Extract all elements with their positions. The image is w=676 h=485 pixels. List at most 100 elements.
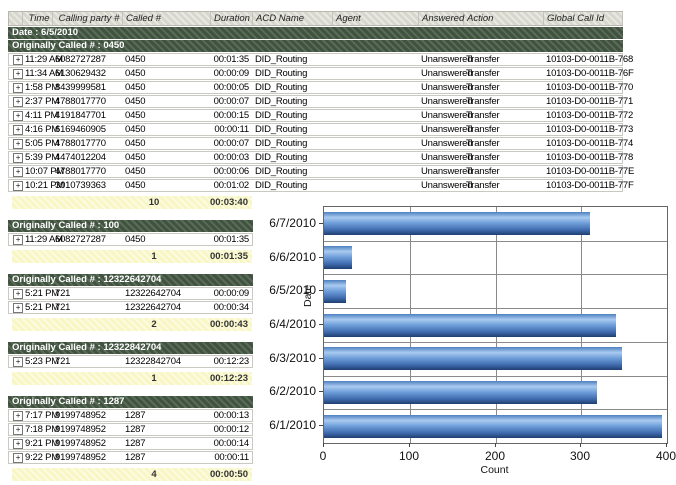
expand-row-icon[interactable]: + (13, 439, 23, 449)
bar (324, 381, 597, 404)
group-summary-row: 1 00:12:23 (12, 372, 252, 385)
group-summary-row: 4 00:00:50 (12, 468, 252, 481)
yaxis-tick-label: 6/1/2010 (269, 418, 316, 432)
duration-cell: 00:00:09 (213, 288, 250, 299)
calling-cell: 9199748952 (55, 424, 106, 435)
acd-cell: DID_Routing (255, 166, 308, 177)
xaxis-tick-label: 200 (484, 449, 506, 463)
yaxis-tick (319, 223, 323, 224)
expand-row-icon[interactable]: + (13, 167, 23, 177)
column-header-global-call-id: Global Call Id (544, 12, 623, 25)
duration-cell: 00:01:35 (213, 54, 250, 65)
called-cell: 0450 (125, 138, 146, 149)
table-row: +11:29 AM 6082727287 0450 00:01:35 DID_Routi… (8, 53, 634, 66)
expand-row-icon[interactable]: + (13, 411, 23, 421)
answered-cell: Unanswered (421, 54, 473, 65)
summary-count: 1 (151, 373, 157, 384)
expand-row-icon[interactable]: + (13, 111, 23, 121)
expand-cell: + (9, 180, 23, 191)
bar (324, 246, 352, 269)
bar (324, 415, 662, 438)
action-cell: Transfer (466, 54, 500, 65)
bar (324, 212, 590, 235)
called-cell: 0450 (125, 234, 146, 245)
summary-total-duration: 00:01:35 (209, 251, 248, 262)
table-row: +11:34 AM 6130629432 0450 00:00:09 DID_Routi… (8, 67, 634, 80)
expand-row-icon[interactable]: + (13, 83, 23, 93)
xaxis-tick-label: 100 (398, 449, 420, 463)
global-id-cell: 10103-D0-0011B-768 (546, 54, 634, 65)
expand-cell: + (9, 452, 23, 463)
answered-cell: Unanswered (421, 110, 473, 121)
expand-row-icon[interactable]: + (13, 235, 23, 245)
call-report: Time Calling party # Called # Duration ACD N… (8, 11, 634, 485)
expand-row-icon[interactable]: + (13, 55, 23, 65)
column-header-time: Time (23, 12, 53, 25)
calling-cell: 6130629432 (55, 68, 106, 79)
report-section: Originally Called # : 100 +11:29 AM 608272… (8, 220, 253, 263)
time-cell: 7:18 PM (25, 424, 59, 435)
table-row: +1:58 PM 8439999581 0450 00:00:05 DID_Routin… (8, 81, 633, 94)
time-cell: 9:21 PM (25, 438, 59, 449)
expand-row-icon[interactable]: + (13, 453, 23, 463)
duration-cell: 00:00:03 (213, 152, 250, 163)
xaxis-tick-label: 300 (569, 449, 591, 463)
gridline-horizontal (324, 376, 667, 377)
acd-cell: DID_Routing (255, 152, 308, 163)
action-cell: Transfer (466, 82, 500, 93)
duration-cell: 00:00:14 (213, 438, 250, 449)
called-cell: 0450 (125, 96, 146, 107)
group-summary-row: 2 00:00:43 (12, 318, 252, 331)
table-row: +9:22 PM 9199748952 1287 00:00:11 (8, 451, 253, 464)
called-cell: 12322842704 (125, 356, 181, 367)
answered-cell: Unanswered (421, 138, 473, 149)
yaxis-tick (319, 425, 323, 426)
called-cell: 0450 (125, 54, 146, 65)
summary-total-duration: 00:00:50 (209, 469, 248, 480)
expand-cell: + (9, 82, 23, 93)
table-row: +7:17 PM 9199748952 1287 00:00:13 (8, 409, 253, 422)
expand-cell: + (9, 110, 23, 121)
expand-row-icon[interactable]: + (13, 181, 23, 191)
time-cell: 5:05 PM (25, 138, 59, 149)
expand-row-icon[interactable]: + (13, 125, 23, 135)
expand-row-icon[interactable]: + (13, 97, 23, 107)
summary-count: 2 (151, 319, 157, 330)
gridline-horizontal (324, 274, 667, 275)
expand-row-icon[interactable]: + (13, 425, 23, 435)
summary-total-duration: 00:03:40 (209, 197, 248, 208)
table-row: +9:21 PM 9199748952 1287 00:00:14 (8, 437, 253, 450)
expand-row-icon[interactable]: + (13, 153, 23, 163)
expand-row-icon[interactable]: + (13, 303, 23, 313)
expand-cell: + (9, 234, 23, 245)
date-group-header: Date : 6/5/2010 (8, 27, 623, 39)
acd-cell: DID_Routing (255, 82, 308, 93)
column-header-duration: Duration (211, 12, 253, 25)
answered-cell: Unanswered (421, 166, 473, 177)
originally-called-group-header: Originally Called # : 0450 (8, 40, 623, 52)
time-cell: 1:58 PM (25, 82, 59, 93)
expand-row-icon[interactable]: + (13, 139, 23, 149)
table-row: +5:39 PM 4474012204 0450 00:00:03 DID_Routin… (8, 151, 633, 164)
time-cell: 7:17 PM (25, 410, 59, 421)
column-header-expand (9, 12, 23, 25)
call-detail-table: Time Calling party # Called # Duration ACD N… (8, 11, 634, 209)
expand-row-icon[interactable]: + (13, 69, 23, 79)
time-cell: 11:29 AM (25, 54, 63, 65)
expand-cell: + (9, 68, 23, 79)
expand-row-icon[interactable]: + (13, 289, 23, 299)
table-row: +2:37 PM 4788017770 0450 00:00:07 DID_Routin… (8, 95, 633, 108)
expand-row-icon[interactable]: + (13, 357, 23, 367)
expand-cell: + (9, 54, 23, 65)
originally-called-group-header: Originally Called # : 12322842704 (8, 342, 253, 354)
yaxis-tick-label: 6/5/2010 (269, 283, 316, 297)
calling-cell: 4788017770 (55, 166, 106, 177)
calling-cell: 4474012204 (55, 152, 106, 163)
gridline-horizontal (324, 409, 667, 410)
time-cell: 10:07 PM (25, 166, 65, 177)
duration-cell: 00:00:13 (213, 410, 250, 421)
answered-cell: Unanswered (421, 96, 473, 107)
originally-called-group-header: Originally Called # : 1287 (8, 396, 253, 408)
gridline-horizontal (324, 241, 667, 242)
